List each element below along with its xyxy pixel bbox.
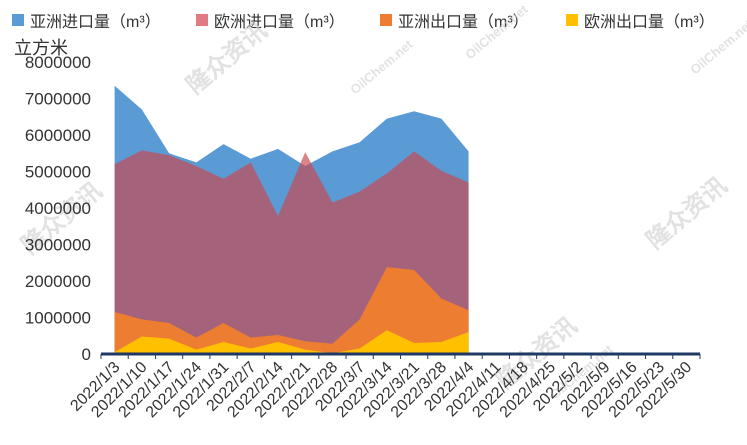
legend-label: 亚洲出口量（m³） [398,14,529,31]
watermark: OilChem.net [462,1,531,62]
legend-label: 欧洲进口量（m³） [214,14,345,31]
legend-swatch [12,14,24,26]
legend-item-europe-export: 欧洲出口量（m³） [566,8,715,32]
y-tick-label: 3000000 [25,236,91,255]
y-tick-label: 2000000 [25,272,91,291]
y-tick-label: 8000000 [25,53,91,72]
legend-label: 欧洲出口量（m³） [584,14,715,31]
y-tick-label: 0 [82,345,91,364]
watermark: OilChem.net [347,36,416,97]
area-series-3 [114,267,469,354]
watermark: 隆众资讯 [641,171,733,254]
y-tick-label: 1000000 [25,309,91,328]
legend-swatch [380,14,392,26]
y-tick-label: 4000000 [25,199,91,218]
area-series-4 [114,330,469,354]
watermark: 隆众资讯 [181,16,273,99]
y-axis-label: 立方米 [14,38,68,58]
legend-label: 亚洲进口量（m³） [30,14,161,31]
chart-legend: 亚洲进口量（m³） 欧洲进口量（m³） 亚洲出口量（m³） 欧洲出口量（m³） [0,8,747,32]
legend-swatch [566,14,578,26]
y-tick-label: 6000000 [25,126,91,145]
legend-item-asia-import: 亚洲进口量（m³） [12,8,161,32]
legend-item-asia-export: 亚洲出口量（m³） [380,8,529,32]
y-tick-label: 5000000 [25,163,91,182]
legend-swatch [196,14,208,26]
y-tick-label: 7000000 [25,90,91,109]
legend-item-europe-import: 欧洲进口量（m³） [196,8,345,32]
watermark: OilChem.net [687,16,747,77]
